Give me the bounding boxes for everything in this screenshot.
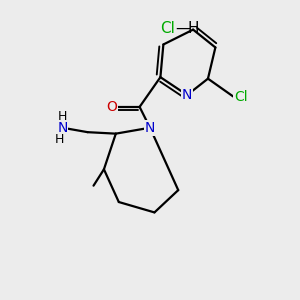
Text: H: H xyxy=(55,133,64,146)
Text: N: N xyxy=(57,121,68,135)
Text: H: H xyxy=(58,110,67,123)
Text: Cl: Cl xyxy=(160,21,175,36)
Text: —: — xyxy=(175,21,190,36)
Text: O: O xyxy=(106,100,117,114)
Text: N: N xyxy=(145,121,155,135)
Text: H: H xyxy=(187,21,199,36)
Text: Cl: Cl xyxy=(234,89,248,103)
Text: N: N xyxy=(182,88,192,102)
